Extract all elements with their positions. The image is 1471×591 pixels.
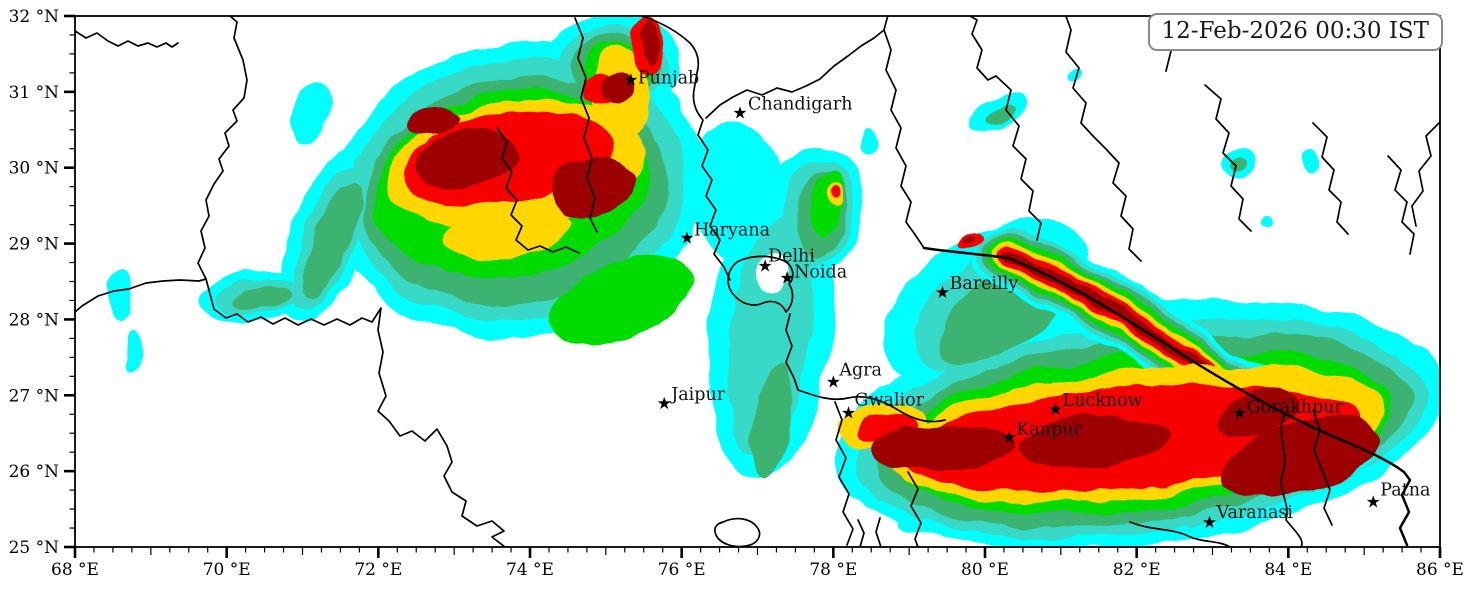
- city-label: Varanasi: [1215, 503, 1293, 523]
- y-axis-tick-label: 29 °N: [9, 235, 60, 255]
- x-axis-tick-label: 72 °E: [354, 560, 402, 580]
- state-boundaries: [75, 16, 1440, 547]
- city-marker-star: ★: [1366, 492, 1381, 512]
- axis-tick-labels: 68 °E 70 °E 72 °E 74 °E 76 °E 78 °E 80 °E 82 °E…: [9, 7, 1464, 580]
- city-label: Kanpur: [1016, 420, 1082, 440]
- x-axis-tick-label: 74 °E: [506, 560, 554, 580]
- city-label: Gorakhpur: [1247, 398, 1344, 418]
- x-axis-tick-label: 68 °E: [51, 560, 99, 580]
- city-marker-star: ★: [1048, 400, 1063, 420]
- city-marker-star: ★: [1002, 428, 1017, 448]
- city-marker-star: ★: [935, 283, 950, 303]
- city-markers: ★ Punjab★ Chandigarh★ Haryana★Delhi★ Noida★ B…: [623, 69, 1430, 533]
- timestamp-text: 12-Feb-2026 00:30 IST: [1161, 18, 1429, 44]
- x-axis-tick-label: 76 °E: [658, 560, 706, 580]
- y-axis-tick-label: 27 °N: [9, 386, 60, 406]
- x-axis-tick-label: 78 °E: [809, 560, 857, 580]
- y-axis-tick-label: 28 °N: [9, 310, 60, 330]
- city-marker-star: ★: [1202, 513, 1217, 533]
- city-marker-star: ★: [1232, 404, 1247, 424]
- x-axis-tick-label: 70 °E: [203, 560, 251, 580]
- y-axis-tick-label: 25 °N: [9, 538, 60, 558]
- city-label: Jaipur: [669, 385, 726, 405]
- timestamp-box: 12-Feb-2026 00:30 IST: [1147, 13, 1443, 51]
- fog-intensity-field: [109, 16, 1440, 547]
- city-marker-star: ★: [732, 103, 747, 123]
- city-label: Bareilly: [950, 274, 1019, 294]
- x-axis-tick-label: 84 °E: [1264, 560, 1312, 580]
- y-axis-tick-label: 26 °N: [9, 462, 60, 482]
- x-axis-tick-label: 80 °E: [961, 560, 1009, 580]
- y-axis-tick-label: 30 °N: [9, 159, 60, 179]
- city-label: Haryana: [694, 221, 770, 241]
- city-marker-star: ★: [623, 71, 638, 91]
- city-label: Noida: [794, 263, 847, 283]
- city-label: Lucknow: [1063, 391, 1143, 411]
- city-marker-star: ★: [779, 269, 794, 289]
- city-label: Delhi: [768, 247, 815, 267]
- city-marker-star: ★: [757, 257, 772, 277]
- city-marker-star: ★: [826, 373, 841, 393]
- y-axis-tick-label: 31 °N: [9, 83, 60, 103]
- city-label: Gwalior: [855, 391, 925, 411]
- x-axis-tick-label: 82 °E: [1113, 560, 1161, 580]
- city-marker-star: ★: [657, 394, 672, 414]
- city-label: Chandigarh: [748, 94, 852, 114]
- city-marker-star: ★: [841, 404, 856, 424]
- axis-ticks: [64, 14, 1442, 558]
- city-label: Patna: [1380, 480, 1430, 500]
- city-marker-star: ★: [679, 229, 694, 249]
- x-axis-tick-label: 86 °E: [1416, 560, 1464, 580]
- y-axis-tick-label: 32 °N: [9, 7, 60, 27]
- city-label: Agra: [838, 361, 882, 381]
- city-label: Punjab: [638, 69, 699, 89]
